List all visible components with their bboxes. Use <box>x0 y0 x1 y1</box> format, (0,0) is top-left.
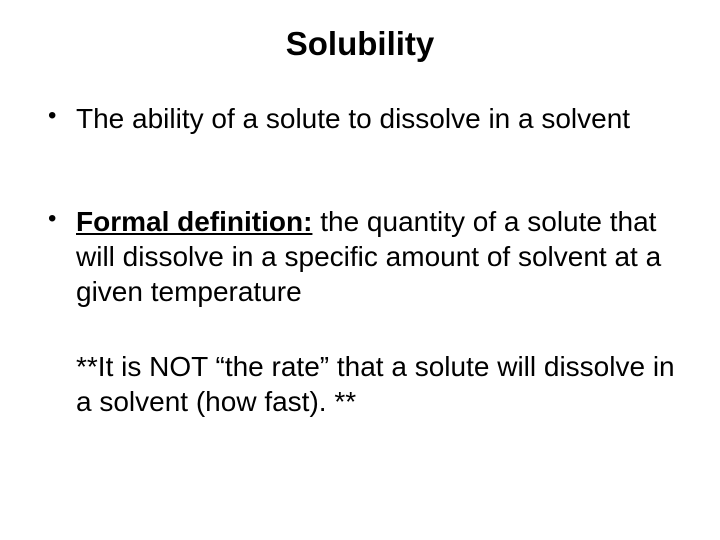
bullet-text: The ability of a solute to dissolve in a… <box>76 103 630 134</box>
bullet-list: The ability of a solute to dissolve in a… <box>30 101 690 309</box>
slide-note: **It is NOT “the rate” that a solute wil… <box>30 349 690 419</box>
formal-definition-label: Formal definition: <box>76 206 312 237</box>
bullet-item: The ability of a solute to dissolve in a… <box>48 101 690 136</box>
slide-title: Solubility <box>30 25 690 63</box>
bullet-item: Formal definition: the quantity of a sol… <box>48 204 690 309</box>
